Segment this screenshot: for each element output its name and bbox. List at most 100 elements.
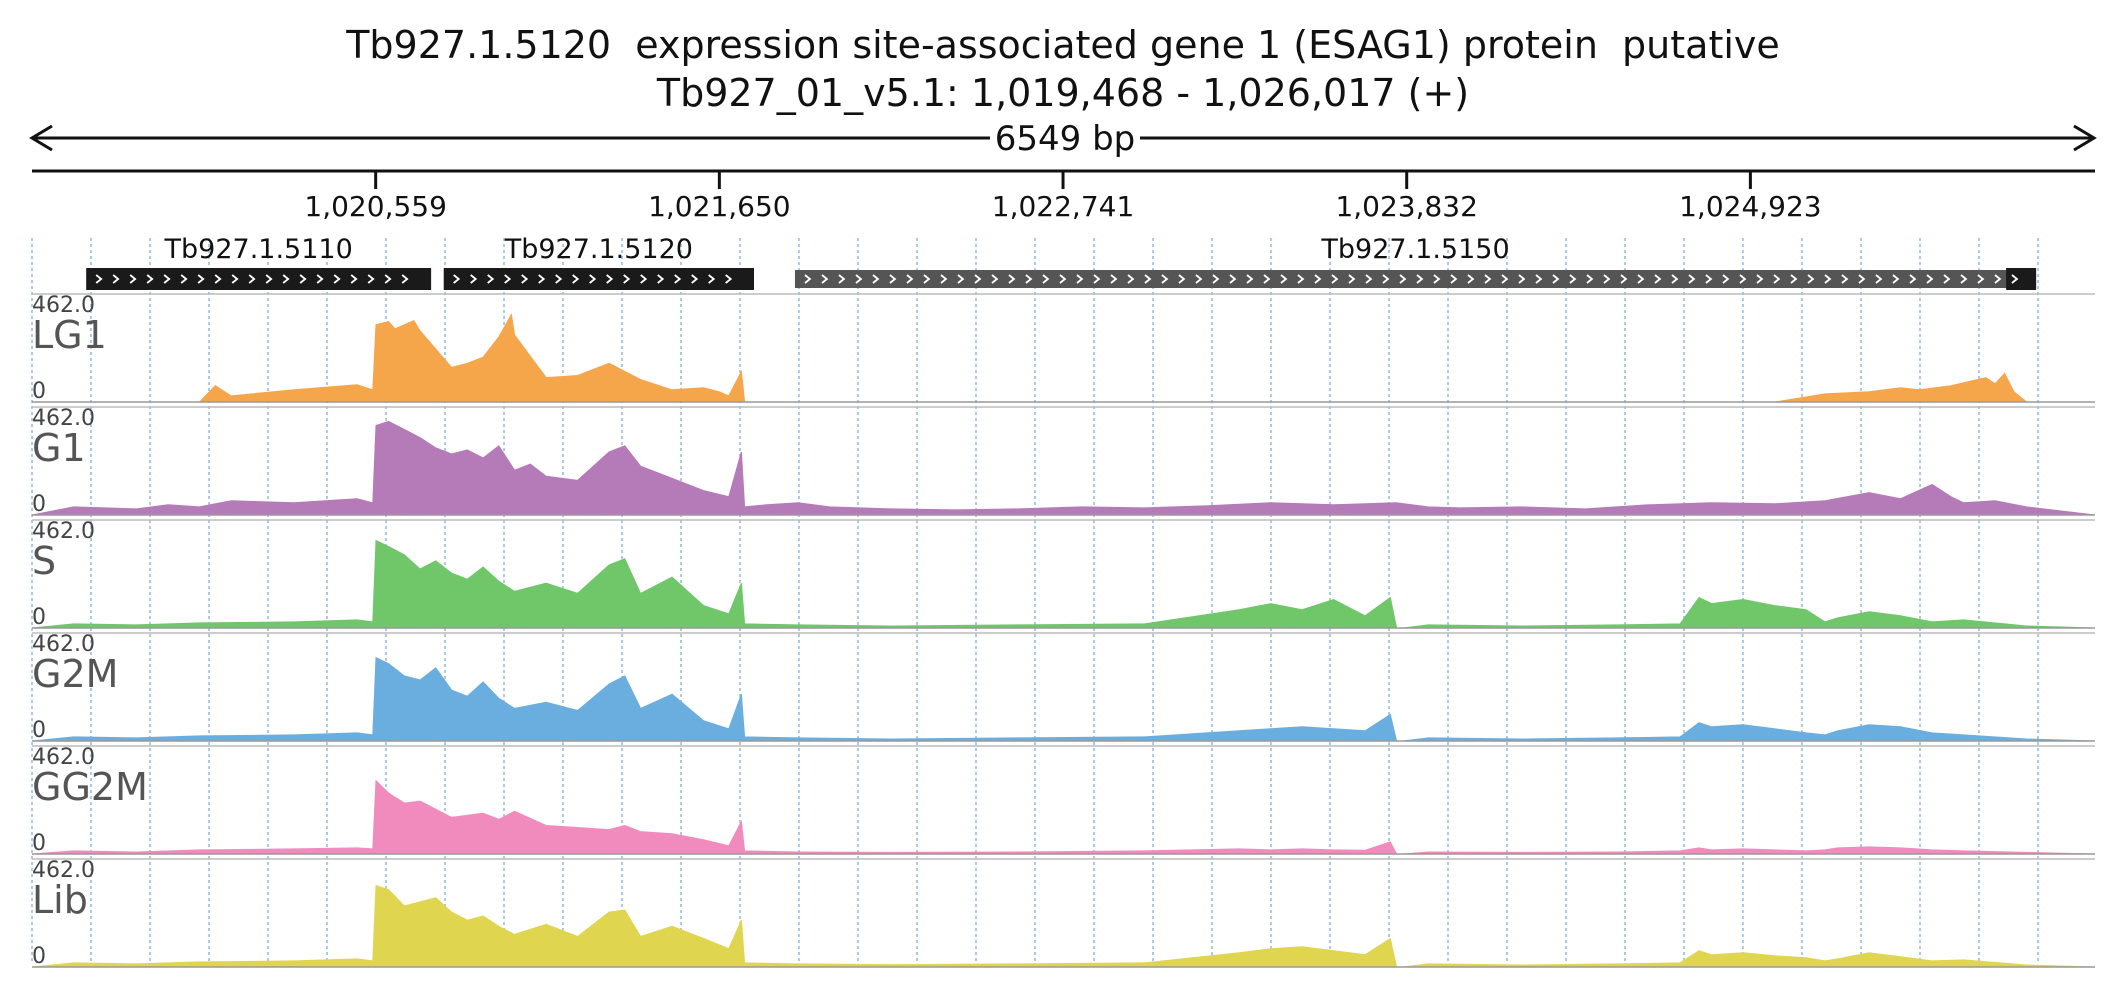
strand-arrow [1977,274,1985,284]
strand-arrow [606,274,614,284]
coverage-area-S [31,539,2096,629]
strand-arrow [725,274,733,284]
strand-arrow [940,274,948,284]
strand-arrow [957,274,965,284]
strand-arrow [453,274,461,284]
strand-arrow [538,274,546,284]
track-ymax-label: 462.0 [32,858,95,883]
strand-arrow [401,274,409,284]
strand-arrow [316,274,324,284]
strand-arrow [1960,274,1968,284]
track-ymax-label: 462.0 [32,632,95,657]
strand-arrow [1994,274,2002,284]
strand-arrow [623,274,631,284]
strand-arrow [1467,274,1475,284]
strand-arrow [1195,274,1203,284]
strand-arrow [855,274,863,284]
strand-arrow [1331,274,1339,284]
strand-arrow [1858,274,1866,284]
strand-arrow [1739,274,1747,284]
track-ymin-label: 0 [32,605,46,630]
track-ymin-label: 0 [32,944,46,969]
strand-arrow [872,274,880,284]
strand-arrow [1382,274,1390,284]
strand-arrow [1144,274,1152,284]
track-ymax-label: 462.0 [32,293,95,318]
strand-arrow [1314,274,1322,284]
track-ymax-label: 462.0 [32,745,95,770]
track-name: GG2M [32,765,148,809]
strand-arrow [1076,274,1084,284]
strand-arrow [889,274,897,284]
strand-arrow [1229,274,1237,284]
strand-arrow [572,274,580,284]
gene-exon [2006,268,2037,290]
strand-arrow [248,274,256,284]
strand-arrow [1178,274,1186,284]
track-ymin-label: 0 [32,492,46,517]
strand-arrow [367,274,375,284]
strand-arrow [1586,274,1594,284]
strand-arrow [384,274,392,284]
strand-arrow [1569,274,1577,284]
strand-arrow [1637,274,1645,284]
strand-arrow [821,274,829,284]
strand-arrow [1552,274,1560,284]
track-ymax-label: 462.0 [32,406,95,431]
strand-arrow [691,274,699,284]
strand-arrow [838,274,846,284]
strand-arrow [214,274,222,284]
strand-arrow [1841,274,1849,284]
strand-arrow [708,274,716,284]
track-ymin-label: 0 [32,718,46,743]
strand-arrow [129,274,137,284]
strand-arrow [197,274,205,284]
strand-arrow [504,274,512,284]
strand-arrow [231,274,239,284]
strand-arrow [1671,274,1679,284]
coverage-area-G2M [31,656,2096,742]
strand-arrow [640,274,648,284]
strand-arrow [1212,274,1220,284]
track-name: G2M [32,652,118,696]
strand-arrow [555,274,563,284]
strand-arrow [1433,274,1441,284]
strand-arrow [1246,274,1254,284]
strand-arrow [1943,274,1951,284]
strand-arrow [1399,274,1407,284]
strand-arrow [1535,274,1543,284]
strand-arrow [1093,274,1101,284]
strand-arrow [1756,274,1764,284]
gene-body [443,268,755,290]
strand-arrow [265,274,273,284]
gene-title: Tb927.1.5120 expression site-associated … [346,23,1780,67]
coverage-area-Lib [31,884,2096,968]
strand-arrow [95,274,103,284]
strand-arrow [521,274,529,284]
strand-arrow [674,274,682,284]
strand-arrow [974,274,982,284]
strand-arrow [112,274,120,284]
strand-arrow [487,274,495,284]
ruler-tick-label: 1,020,559 [304,190,447,223]
strand-arrow [657,274,665,284]
strand-arrow [1484,274,1492,284]
track-name: G1 [32,426,86,470]
strand-arrow [470,274,478,284]
strand-arrow [1807,274,1815,284]
strand-arrow [1688,274,1696,284]
track-ymax-label: 462.0 [32,519,95,544]
strand-arrow [1603,274,1611,284]
span-length-label: 6549 bp [990,118,1140,160]
strand-arrow [1161,274,1169,284]
region-coordinates: Tb927_01_v5.1: 1,019,468 - 1,026,017 (+) [656,71,1470,115]
strand-arrow [1348,274,1356,284]
strand-arrow [1263,274,1271,284]
gene-body [794,270,2037,288]
strand-arrow [1705,274,1713,284]
strand-arrow [1518,274,1526,284]
strand-arrow [1654,274,1662,284]
ruler-tick-label: 1,022,741 [992,190,1135,223]
